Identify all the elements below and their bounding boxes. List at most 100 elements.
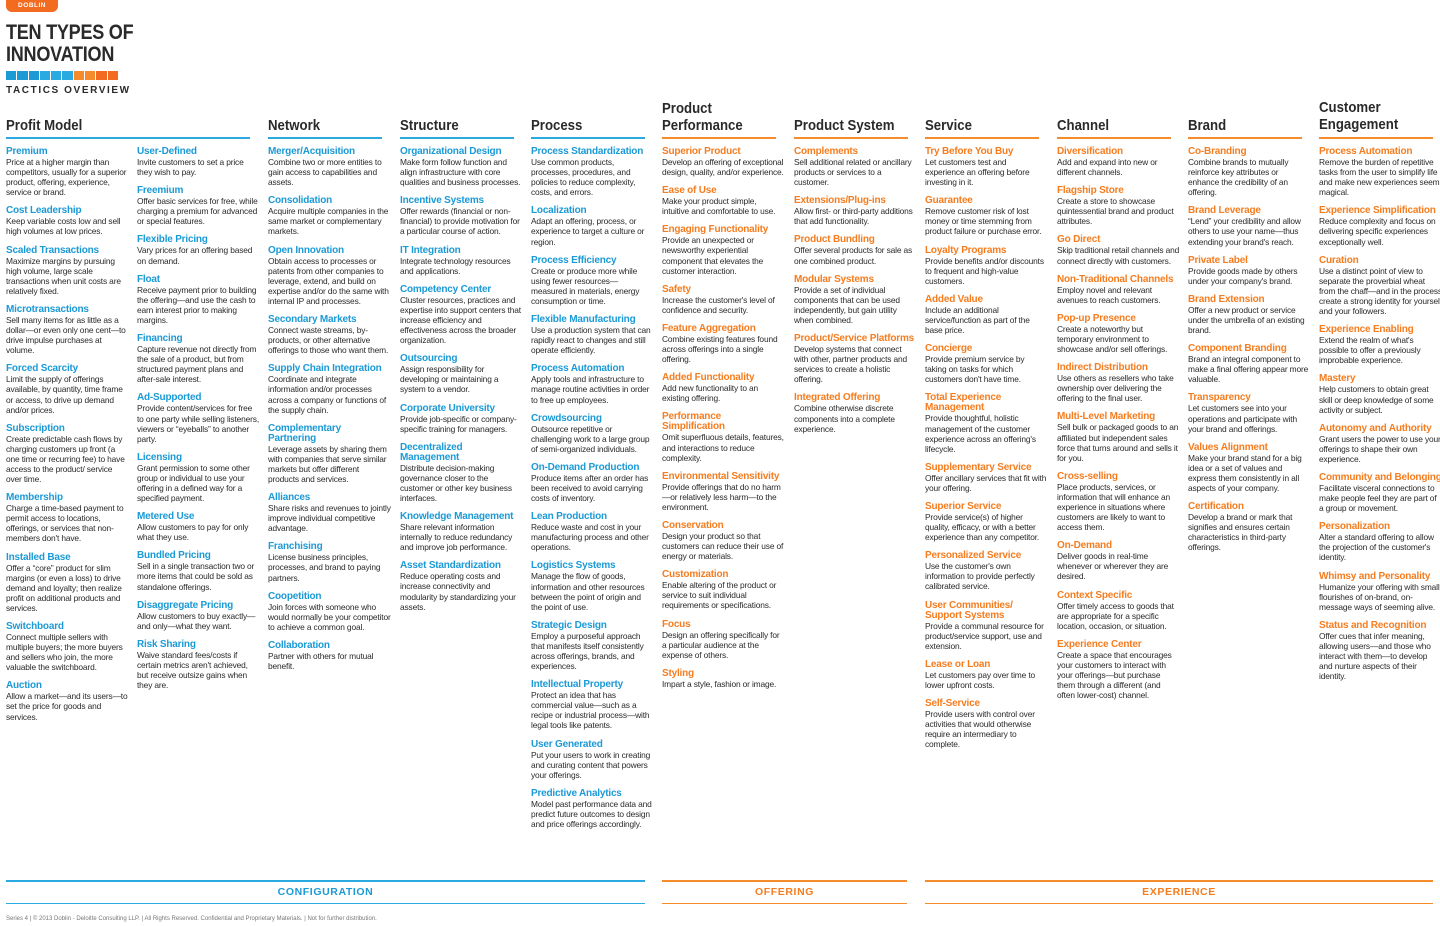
tactic: Flagship Store Create a store to showcase… (1057, 186, 1180, 227)
tactic: Complementary Partnering Leverage assets … (268, 423, 391, 484)
rule-brand (1188, 137, 1302, 139)
tactic-description: Add new functionality to an existing off… (662, 383, 759, 404)
rule-network (268, 137, 382, 139)
tactic: Feature Aggregation Combine existing feat… (662, 323, 785, 364)
tactic-description: Sell many items for as little as a dolla… (6, 314, 126, 356)
tactic-description: Place products, services, or information… (1057, 481, 1170, 533)
tactic: Incentive Systems Offer rewards (financia… (400, 195, 523, 237)
header-brand: Brand (1188, 117, 1227, 134)
tactic: Collaboration Partner with others for mut… (268, 639, 391, 671)
tactic-name: Decentralized Management (400, 441, 463, 463)
tactic-name: Supply Chain Integration (268, 363, 382, 375)
tactic: On-Demand Deliver goods in real-time when… (1057, 541, 1180, 582)
tactic: Process Automation Apply tools and infras… (531, 364, 654, 405)
tactic-name: Total Experience Management (925, 392, 1002, 414)
column-profit-model-b: User-Defined Invite customers to set a pr… (137, 147, 260, 699)
tactic-name: Asset Standardization (400, 560, 501, 572)
column-structure: Organizational Design Make form follow fu… (400, 147, 523, 621)
tactic-name: Community and Belonging (1319, 471, 1440, 483)
tactic: Outsourcing Assign responsibility for dev… (400, 354, 523, 395)
configuration-line (6, 880, 645, 882)
tactic-description: Allow customers to pay for only what the… (137, 522, 249, 543)
tactic: Merger/Acquisition Combine two or more en… (268, 147, 391, 188)
tactic-description: Facilitate visceral connections to make … (1319, 482, 1437, 514)
header-profit-model: Profit Model (6, 117, 83, 134)
tactic-description: Make your brand stand for a big idea or … (1188, 452, 1302, 493)
tactic: Open Innovation Obtain access to processe… (268, 245, 391, 306)
tactic: Asset Standardization Reduce operating co… (400, 560, 523, 612)
tactic-description: Provide goods made by others under your … (1188, 265, 1298, 286)
header-product-system: Product System (794, 117, 895, 134)
tactic-description: Provide a set of individual components t… (794, 284, 900, 325)
experience-line-bottom (925, 903, 1433, 904)
tactic-name: Premium (6, 146, 48, 157)
header-customer-engagement-line-1: Customer (1319, 99, 1381, 116)
tactic: Competency Center Cluster resources, prac… (400, 284, 523, 345)
title-bar-segment (85, 71, 96, 80)
tactic-name: Freemium (137, 185, 184, 197)
tactic-description: Remove customer risk of lost money or ti… (925, 206, 1042, 237)
tactic-description: Price at a higher margin than competitor… (6, 157, 127, 198)
tactic-description: Maximize margins by pursuing high volume… (6, 255, 121, 296)
tactic-name: IT Integration (400, 244, 461, 256)
column-profit-model-a: Premium Price at a higher margin than com… (6, 147, 129, 731)
tactic-description: Offer rewards (financial or non-financia… (400, 206, 520, 237)
tactic: Integrated Offering Combine otherwise dis… (794, 393, 917, 434)
tactic: Complements Sell additional related or an… (794, 147, 917, 188)
column-customer-engagement: Process Automation Remove the burden of r… (1319, 147, 1440, 690)
tactic-description: Adapt an offering, process, or experienc… (531, 216, 645, 247)
tactic-description: Keep variable costs low and sell high vo… (6, 216, 121, 237)
rule-structure (400, 137, 514, 139)
tactic: Switchboard Connect multiple sellers with… (6, 622, 129, 673)
header-customer-engagement: Customer Engagement (1319, 99, 1426, 133)
tactic: On-Demand Production Produce items after … (531, 462, 654, 503)
title-bar-segment (73, 71, 85, 80)
tactic-name: Safety (662, 283, 691, 295)
tactic: Indirect Distribution Use others as resel… (1057, 363, 1180, 404)
tactic-description: Allow first- or third-party additions th… (794, 206, 913, 227)
tactic: Predictive Analytics Model past performan… (531, 788, 654, 829)
tactic-description: Make form follow function and align infr… (400, 157, 521, 188)
tactic: Mastery Help customers to obtain great sk… (1319, 374, 1440, 415)
tactic-name: Incentive Systems (400, 195, 484, 207)
tactic-description: Receive payment prior to building the of… (137, 284, 257, 325)
tactic-description: Grant users the power to use your offeri… (1319, 433, 1440, 464)
tactic-description: Combine brands to mutually reinforce key… (1188, 157, 1289, 198)
tactic-description: Let customers see into your operations a… (1188, 403, 1297, 434)
tactic: Financing Capture revenue not directly fr… (137, 334, 260, 385)
header-customer-engagement-line-2: Engagement (1319, 116, 1399, 133)
tactic-name: Customization (662, 569, 729, 581)
tactic-description: Provide offerings that do no harm—or rel… (662, 481, 781, 512)
header-product-performance-line-2: Performance (662, 117, 743, 134)
tactic: Added Functionality Add new functionality… (662, 373, 785, 404)
tactic-description: Share relevant information internally to… (400, 522, 513, 553)
tactic: Superior Service Provide service(s) of hi… (925, 501, 1048, 542)
tactic-description: Partner with others for mutual benefit. (268, 650, 374, 671)
title-bar-segment (28, 71, 39, 80)
tactic-name: Extensions/Plug-ins (794, 195, 886, 207)
tactic: Status and Recognition Offer cues that in… (1319, 620, 1440, 681)
tactic-description: Sell in a single transaction two or more… (137, 561, 255, 592)
tactic-name: Ease of Use (662, 185, 717, 197)
tactic: Added Value Include an additional service… (925, 294, 1048, 335)
tactic: Co-Branding Combine brands to mutually re… (1188, 147, 1311, 198)
tactic: Crowdsourcing Outsource repetitive or cha… (531, 413, 654, 454)
tactic-name: Forced Scarcity (6, 363, 79, 375)
tactic-name: Installed Base (6, 551, 71, 563)
tactic: Cross-selling Place products, services, o… (1057, 471, 1180, 533)
doblin-logo: DOBLIN (6, 0, 58, 12)
tactic: Flexible Pricing Vary prices for an offer… (137, 235, 260, 266)
tactic-name: Experience Center (1057, 638, 1142, 650)
tactic: Non-Traditional Channels Employ novel and… (1057, 274, 1180, 305)
tactic-name: Whimsy and Personality (1319, 570, 1431, 582)
tactic-description: Deliver goods in real-time whenever or w… (1057, 551, 1169, 582)
tactic-name: Franchising (268, 541, 323, 553)
tactic-description: Acquire multiple companies in the same m… (268, 206, 389, 237)
tactic-description: Provide job-specific or company-specific… (400, 413, 517, 434)
tactic: Curation Use a distinct point of view to … (1319, 255, 1440, 316)
tactic: Modular Systems Provide a set of individu… (794, 274, 917, 325)
category-offering: OFFERING (754, 886, 815, 898)
header-channel: Channel (1057, 117, 1110, 134)
footer-copyright: Series 4 | © 2013 Doblin - Deloitte Cons… (6, 916, 377, 922)
tactic-name: Collaboration (268, 639, 330, 651)
